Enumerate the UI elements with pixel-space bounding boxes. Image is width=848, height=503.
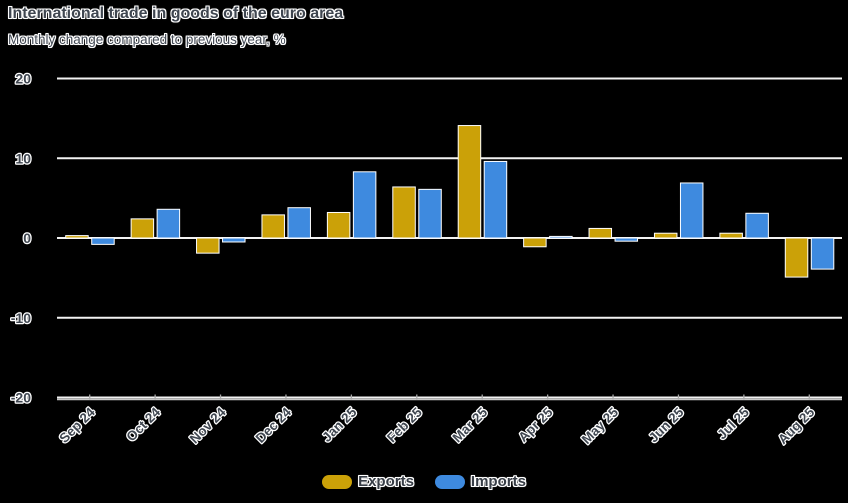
- x-axis-label: Nov 24: [187, 404, 229, 446]
- y-axis-label: -20: [11, 390, 31, 406]
- imports-swatch-icon: [434, 474, 465, 489]
- x-axis-label: Apr 25: [515, 404, 556, 445]
- y-axis-label: 10: [15, 150, 31, 166]
- bar-exports-apr-25[interactable]: [523, 237, 547, 248]
- bar-exports-jan-25[interactable]: [326, 211, 351, 239]
- bar-exports-dec-24[interactable]: [261, 214, 285, 239]
- y-axis-label: 20: [15, 71, 31, 87]
- chart-subtitle: Monthly change compared to previous year…: [8, 32, 286, 47]
- x-axis-label: Aug 25: [775, 404, 818, 447]
- legend-item-imports[interactable]: Imports: [434, 473, 526, 490]
- x-axis-label: Oct 24: [123, 404, 163, 444]
- bar-exports-aug-25[interactable]: [784, 237, 809, 278]
- bar-imports-sep-24[interactable]: [91, 237, 115, 245]
- legend: Exports Imports: [0, 473, 848, 490]
- bar-imports-mar-25[interactable]: [483, 160, 508, 239]
- x-axis-label: Sep 24: [56, 404, 98, 446]
- bar-exports-jun-25[interactable]: [653, 232, 678, 239]
- y-axis-label: -10: [11, 310, 31, 326]
- bar-imports-oct-24[interactable]: [156, 208, 181, 239]
- bar-imports-aug-25[interactable]: [810, 237, 835, 270]
- x-axis-label: Mar 25: [449, 404, 490, 445]
- bar-exports-nov-24[interactable]: [196, 237, 220, 254]
- chart-title: International trade in goods of the euro…: [8, 5, 344, 22]
- legend-label-imports: Imports: [470, 473, 526, 490]
- y-axis-label: 0: [23, 230, 31, 246]
- bar-exports-jul-25[interactable]: [719, 232, 743, 239]
- bar-exports-may-25[interactable]: [588, 227, 613, 239]
- bar-exports-mar-25[interactable]: [457, 125, 482, 239]
- bar-imports-nov-24[interactable]: [222, 237, 246, 243]
- bar-imports-jan-25[interactable]: [352, 171, 377, 239]
- bar-imports-jun-25[interactable]: [679, 182, 704, 239]
- bar-imports-feb-25[interactable]: [418, 188, 442, 239]
- bar-exports-sep-24[interactable]: [65, 235, 89, 239]
- bar-exports-oct-24[interactable]: [130, 218, 155, 239]
- x-axis-label: Feb 25: [384, 404, 425, 445]
- x-axis-label: Jun 25: [646, 404, 687, 445]
- x-axis-label: May 25: [579, 404, 622, 447]
- bar-imports-jul-25[interactable]: [745, 212, 769, 239]
- x-axis-label: Jan 25: [319, 404, 360, 445]
- bar-exports-feb-25[interactable]: [392, 186, 416, 239]
- bar-imports-apr-25[interactable]: [549, 235, 573, 239]
- legend-label-exports: Exports: [358, 473, 414, 490]
- bar-imports-dec-24[interactable]: [287, 207, 311, 239]
- exports-swatch-icon: [322, 474, 353, 489]
- bar-imports-may-25[interactable]: [614, 237, 639, 242]
- x-axis-label: Dec 24: [253, 404, 295, 446]
- legend-item-exports[interactable]: Exports: [322, 473, 414, 490]
- x-axis-label: Jul 25: [714, 404, 752, 442]
